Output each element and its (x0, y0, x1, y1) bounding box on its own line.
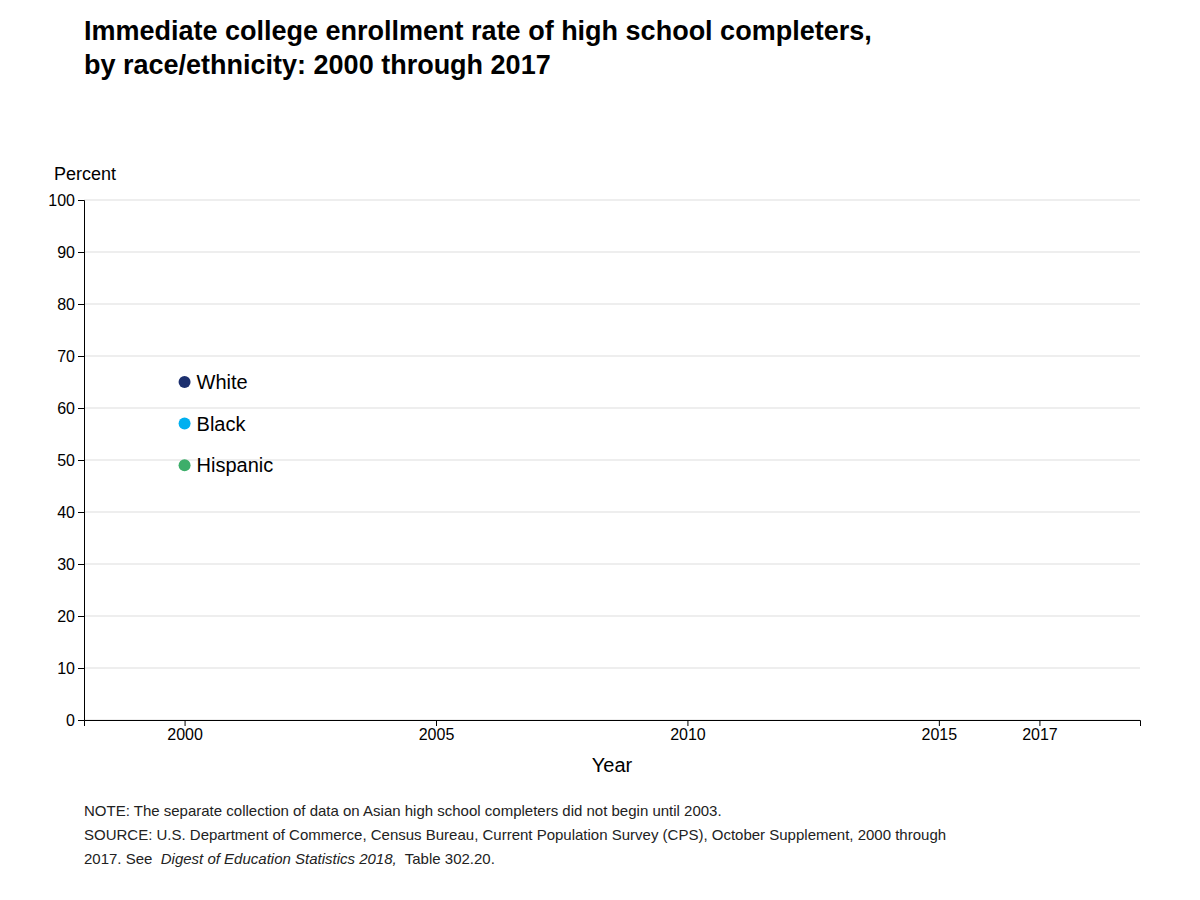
y-tick: 60 (57, 400, 84, 417)
y-tick-label: 10 (57, 660, 75, 677)
x-tick: 2000 (167, 720, 203, 743)
x-axis-title: Year (592, 754, 633, 776)
y-tick: 0 (66, 712, 84, 729)
y-tick-label: 30 (57, 556, 75, 573)
series-label: White (197, 371, 248, 393)
y-tick-label: 60 (57, 400, 75, 417)
title: by race/ethnicity: 2000 through 2017 (84, 50, 551, 80)
y-tick-label: 0 (66, 712, 75, 729)
point (179, 376, 191, 388)
x-tick-label: 2015 (922, 726, 958, 743)
title: Immediate college enrollment rate of hig… (84, 16, 872, 46)
grid (84, 200, 1140, 720)
y-tick-mark (78, 720, 84, 721)
x-tick-label: 2005 (419, 726, 455, 743)
y-tick: 10 (57, 660, 84, 677)
grid-line (84, 408, 1140, 409)
series-labels: White Black Hispanic (197, 371, 274, 476)
x-tick-label: 2010 (670, 726, 706, 743)
y-tick-label: 50 (57, 452, 75, 469)
point (179, 459, 191, 471)
y-tick: 30 (57, 556, 84, 573)
x-tick-mark (185, 720, 186, 726)
y-tick-label: 90 (57, 244, 75, 261)
y-tick-mark (78, 668, 84, 669)
marks (179, 376, 191, 471)
y-tick: 90 (57, 244, 84, 261)
note: SOURCE: U.S. Department of Commerce, Cen… (84, 826, 946, 843)
y-tick-mark (78, 512, 84, 513)
chart: Immediate college enrollment rate of hig… (0, 0, 1200, 900)
x-tick-mark (939, 720, 940, 726)
note: 2017. See Digest of Education Statistics… (84, 850, 495, 867)
grid-line (84, 252, 1140, 253)
series-label: Hispanic (197, 454, 274, 476)
y-tick-label: 40 (57, 504, 75, 521)
grid-line (84, 564, 1140, 565)
y-tick: 20 (57, 608, 84, 625)
y-tick: 80 (57, 296, 84, 313)
y-axis: 0 10 20 30 40 50 60 70 80 90 100 (48, 192, 84, 729)
y-tick: 50 (57, 452, 84, 469)
note-part: 2017. See (84, 850, 161, 867)
y-tick-label: 80 (57, 296, 75, 313)
grid-line (84, 356, 1140, 357)
plot-area: 2000 2005 2010 2015 2017 0 10 20 30 40 50 60 70 80 90 1… (48, 192, 1140, 744)
y-tick-label: 70 (57, 348, 75, 365)
x-tick: 2010 (670, 720, 706, 743)
y-tick-mark (78, 616, 84, 617)
y-tick-mark (78, 200, 84, 201)
grid-line (84, 200, 1140, 201)
grid-line (84, 304, 1140, 305)
x-axis: 2000 2005 2010 2015 2017 (85, 720, 1141, 743)
grid-line (84, 616, 1140, 617)
notes: NOTE: The separate collection of data on… (84, 802, 946, 867)
y-tick-label: 100 (48, 192, 75, 209)
y-axis-line (78, 201, 85, 721)
note-part: Table 302.20. (397, 850, 495, 867)
x-tick-mark (1039, 720, 1040, 726)
background (0, 0, 1200, 900)
x-tick: 2015 (922, 720, 958, 743)
x-axis-line (85, 721, 1141, 727)
y-axis-title: Percent (54, 164, 116, 184)
x-tick-mark (687, 720, 688, 726)
y-tick-mark (78, 304, 84, 305)
y-tick-mark (78, 564, 84, 565)
note: NOTE: The separate collection of data on… (84, 802, 722, 819)
y-tick-mark (78, 408, 84, 409)
y-tick: 100 (48, 192, 84, 209)
y-tick: 70 (57, 348, 84, 365)
x-tick: 2005 (419, 720, 455, 743)
y-tick-label: 20 (57, 608, 75, 625)
grid-line (84, 512, 1140, 513)
x-tick-mark (436, 720, 437, 726)
point (179, 418, 191, 430)
x-tick-label: 2017 (1022, 726, 1058, 743)
x-tick: 2017 (1022, 720, 1058, 743)
y-tick-mark (78, 252, 84, 253)
note-part: Digest of Education Statistics 2018, (161, 850, 397, 867)
x-tick-label: 2000 (167, 726, 203, 743)
grid-line (84, 668, 1140, 669)
y-tick: 40 (57, 504, 84, 521)
y-tick-mark (78, 356, 84, 357)
series-label: Black (197, 413, 247, 435)
y-tick-mark (78, 460, 84, 461)
